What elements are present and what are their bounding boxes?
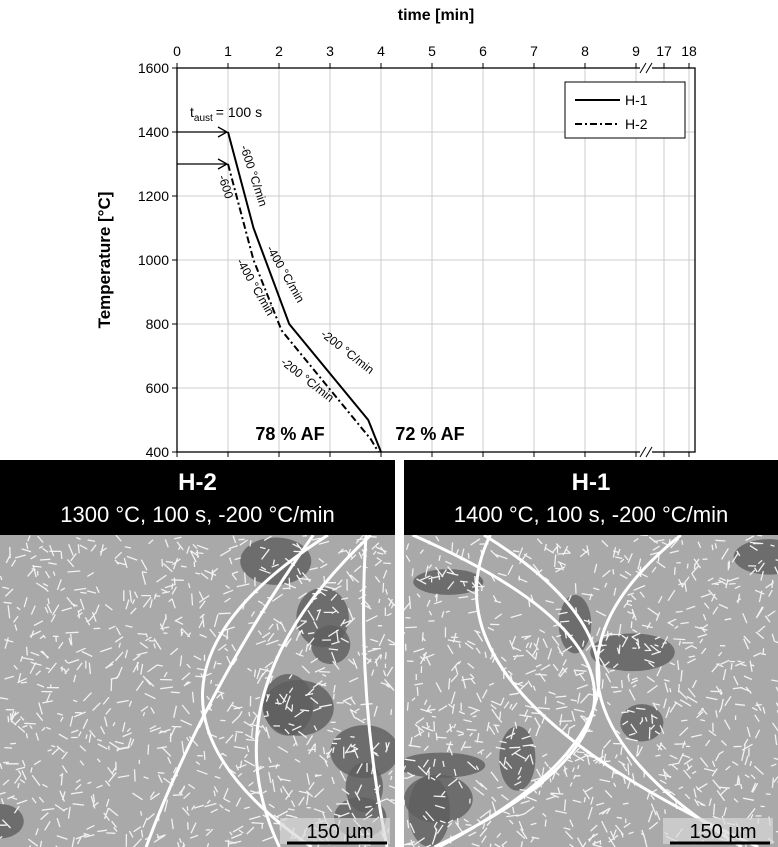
micrograph-phase	[413, 569, 484, 595]
axis-break	[645, 446, 653, 458]
scale-bg	[280, 818, 390, 844]
x-tick-label: 0	[173, 43, 181, 59]
micrograph-phase	[590, 633, 675, 672]
x-tick-label: 18	[681, 43, 697, 59]
micrograph-phase	[733, 539, 778, 575]
x-tick-label: 6	[479, 43, 487, 59]
x-tick-label: 7	[530, 43, 538, 59]
grain-boundary	[411, 535, 759, 847]
panel-subtitle: 1400 °C, 100 s, -200 °C/min	[454, 502, 728, 527]
y-tick-label: 400	[146, 444, 170, 460]
annotation: 78 % AF	[255, 424, 324, 444]
micrograph-phase	[558, 595, 592, 654]
x-tick-label: 5	[428, 43, 436, 59]
y-tick-label: 600	[146, 380, 170, 396]
y-axis-label: Temperature [°C]	[95, 192, 114, 329]
legend-box	[564, 81, 686, 139]
arrow-head	[217, 126, 229, 138]
legend: H-1 H-2	[564, 81, 686, 139]
panel-subtitle: 1300 °C, 100 s, -200 °C/min	[60, 502, 334, 527]
micrograph-phase	[404, 774, 473, 823]
annotation-part: aust	[194, 113, 213, 124]
annotation: 72 % AF	[395, 424, 464, 444]
x-tick-label: 9	[632, 43, 640, 59]
axis-break-gap	[640, 65, 652, 71]
micrograph-phase	[262, 679, 334, 736]
x-tick-label: 17	[656, 43, 672, 59]
annotation: -400 °C/min	[234, 256, 278, 318]
x-axis-label: time [min]	[398, 7, 474, 24]
y-tick-label: 1400	[138, 124, 169, 140]
micrograph-phase	[0, 803, 24, 839]
x-tick-label: 8	[581, 43, 589, 59]
axis-break	[639, 446, 647, 458]
axis-break-gap	[640, 449, 652, 455]
micrograph-phase	[240, 537, 312, 585]
legend-label: H-2	[625, 116, 648, 132]
arrow-head	[217, 158, 229, 170]
micrograph-phase	[499, 726, 536, 791]
panel-title: H-2	[178, 469, 217, 496]
legend-label: H-1	[625, 92, 648, 108]
series-line	[227, 163, 380, 453]
micrograph-phase	[311, 625, 351, 665]
x-tick-label: 4	[377, 43, 385, 59]
y-tick-label: 1200	[138, 188, 169, 204]
micrograph-phase	[620, 704, 664, 742]
axis-break	[645, 62, 653, 74]
annotation: -600 °C/min	[237, 143, 270, 208]
scale-label: 150 µm	[306, 821, 373, 843]
annotation-part: t	[190, 104, 194, 120]
annotation-part: = 100 s	[216, 104, 262, 120]
y-tick-label: 800	[146, 316, 170, 332]
axis-break	[639, 62, 647, 74]
y-tick-label: 1000	[138, 252, 169, 268]
panel-title: H-1	[572, 469, 611, 496]
y-tick-label: 1600	[138, 60, 169, 76]
panel-header	[0, 460, 395, 535]
micrograph	[404, 535, 778, 847]
micrograph-phase	[330, 725, 395, 778]
micrograph-bg	[0, 535, 395, 847]
x-tick-label: 1	[224, 43, 232, 59]
scale-label: 150 µm	[689, 821, 756, 843]
grain-boundary	[144, 535, 389, 847]
series-line	[227, 131, 382, 453]
x-tick-label: 3	[326, 43, 334, 59]
x-tick-label: 2	[275, 43, 283, 59]
panel-header	[404, 460, 778, 535]
annotation: -600	[215, 173, 236, 200]
micrograph	[0, 535, 395, 847]
annotation: taust = 100 s	[190, 104, 262, 124]
scale-bg	[663, 818, 773, 844]
